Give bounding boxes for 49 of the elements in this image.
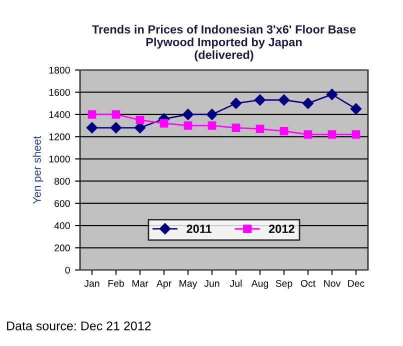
x-tick-label: Feb (108, 280, 124, 287)
point (184, 121, 192, 130)
point (328, 130, 336, 139)
y-tick-label: 1400 (49, 111, 70, 118)
y-tick-label: 400 (54, 222, 70, 230)
point (86, 122, 98, 134)
point (208, 121, 216, 130)
x-tick-label: Jun (204, 280, 220, 287)
point (112, 110, 120, 119)
x-tick-label: Mar (132, 280, 148, 287)
point (206, 108, 218, 120)
x-tick-label: Apr (156, 280, 172, 289)
point (280, 126, 288, 136)
point (350, 103, 362, 114)
point (352, 130, 360, 139)
point (160, 119, 168, 128)
x-tick-label: Dec (348, 280, 364, 287)
x-tick-label: Sep (276, 280, 292, 289)
y-axis-title: Yen per sheet (32, 136, 44, 204)
point (230, 98, 242, 109)
point (136, 116, 144, 124)
y-tick-label: 800 (54, 178, 70, 185)
point (326, 88, 338, 100)
x-tick-label: Aug (251, 280, 268, 289)
point (256, 124, 264, 134)
y-tick-label: 600 (54, 200, 70, 207)
x-tick-label: Oct (300, 280, 316, 287)
y-tick-label: 200 (54, 244, 70, 252)
point (254, 94, 266, 106)
y-tick-label: 1600 (49, 88, 70, 96)
x-tick-label: Jul (230, 280, 242, 287)
x-tick-label: Jan (84, 280, 100, 287)
point (278, 94, 290, 106)
point (88, 110, 96, 119)
legend-label: 2012 (268, 224, 294, 234)
x-tick-label: Nov (324, 280, 341, 287)
source-note: Data source: Dec 21 2012 (7, 321, 151, 330)
point (232, 124, 240, 132)
x-tick-label: May (180, 280, 198, 289)
point (304, 130, 312, 139)
y-tick-label: 1200 (49, 133, 70, 140)
y-tick-label: 1800 (49, 66, 70, 74)
chart-title: Trends in Prices of Indonesian 3'x6' Floor Base Plywood Imported by Japan (delivered) (92, 24, 356, 62)
point (182, 108, 194, 120)
y-tick-label: 0 (65, 266, 70, 274)
point (110, 122, 122, 134)
y-tick-label: 1000 (49, 156, 70, 163)
point (302, 98, 314, 109)
legend-label: 2011 (186, 224, 212, 234)
